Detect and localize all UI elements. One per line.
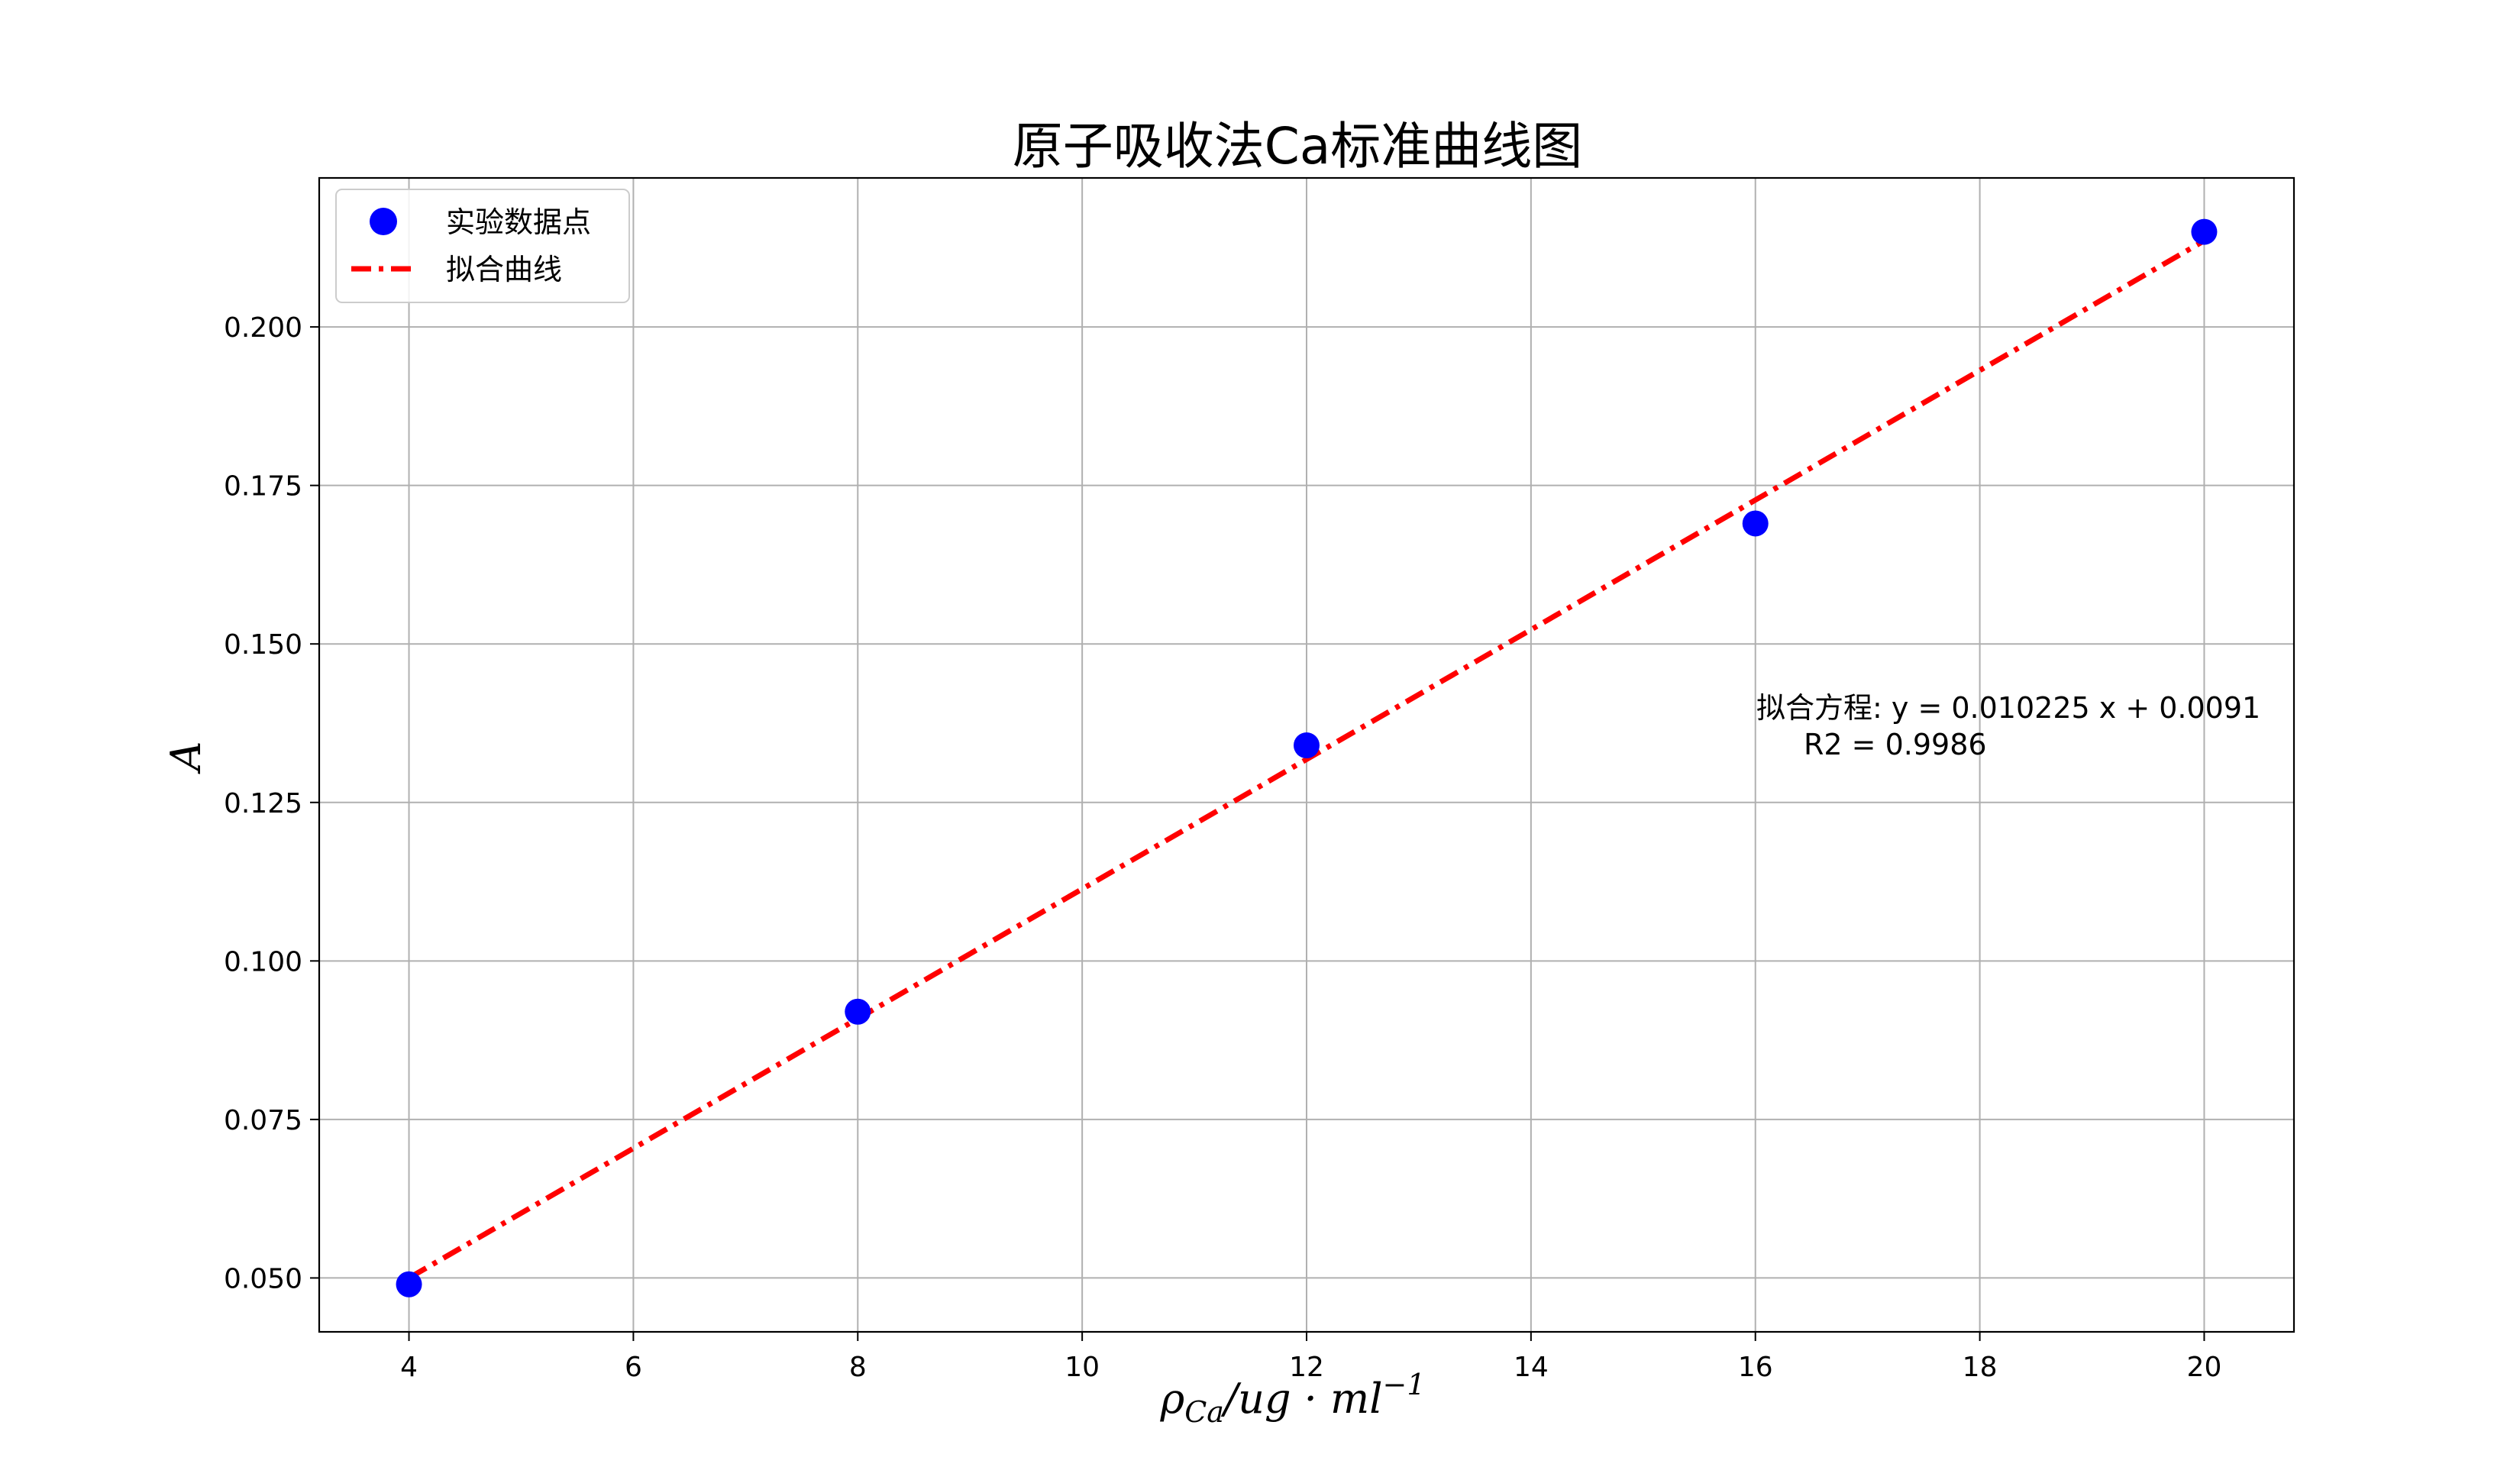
x-axis-title-mid: /ug · ml <box>1220 1375 1383 1423</box>
fit-line-series <box>407 238 2206 1281</box>
data-point <box>396 1271 422 1297</box>
legend-label-line: 拟合曲线 <box>446 253 562 286</box>
legend-label-scatter: 实验数据点 <box>446 205 591 239</box>
x-tick-label: 12 <box>1289 1352 1324 1383</box>
y-tick-label: 0.075 <box>224 1105 302 1136</box>
data-point <box>2191 218 2218 245</box>
data-point <box>1742 510 1769 537</box>
x-tick-label: 8 <box>849 1352 867 1383</box>
x-axis-title-base: ρ <box>1159 1375 1184 1423</box>
fit-line <box>407 238 2206 1281</box>
x-tick-label: 4 <box>400 1352 418 1383</box>
r-squared-annotation: R2 = 0.9986 <box>1804 728 1987 761</box>
y-axis-ticks: 0.050 0.075 0.100 0.125 0.150 0.175 0.200 <box>224 312 319 1294</box>
y-tick-label: 0.100 <box>224 946 302 978</box>
legend: 实验数据点 拟合曲线 <box>335 189 630 303</box>
chart-title: 原子吸收法Ca标准曲线图 <box>1013 117 1583 176</box>
x-tick-label: 20 <box>2187 1352 2222 1383</box>
y-tick-label: 0.150 <box>224 629 302 661</box>
x-axis-title: ρCa/ug · ml−1 <box>1159 1368 1425 1429</box>
x-tick-label: 10 <box>1065 1352 1100 1383</box>
legend-marker-scatter <box>370 208 397 235</box>
x-tick-label: 14 <box>1514 1352 1549 1383</box>
legend-box <box>335 189 630 303</box>
y-tick-label: 0.125 <box>224 788 302 819</box>
x-tick-label: 18 <box>1963 1352 1998 1383</box>
data-point <box>845 998 871 1025</box>
data-point <box>1294 732 1320 759</box>
scatter-series <box>396 218 2218 1297</box>
y-tick-label: 0.050 <box>224 1263 302 1294</box>
x-axis-title-sup: −1 <box>1382 1368 1425 1401</box>
y-tick-label: 0.200 <box>224 312 302 344</box>
x-tick-label: 16 <box>1738 1352 1773 1383</box>
y-axis-title: A <box>162 742 210 775</box>
gridlines <box>319 178 2294 1332</box>
x-axis-ticks: 4 6 8 10 12 14 16 18 20 <box>400 1332 2221 1383</box>
x-axis-title-sub: Ca <box>1184 1395 1224 1429</box>
y-tick-label: 0.175 <box>224 471 302 502</box>
fit-equation-annotation: 拟合方程: y = 0.010225 x + 0.0091 <box>1756 691 2260 725</box>
x-tick-label: 6 <box>625 1352 642 1383</box>
